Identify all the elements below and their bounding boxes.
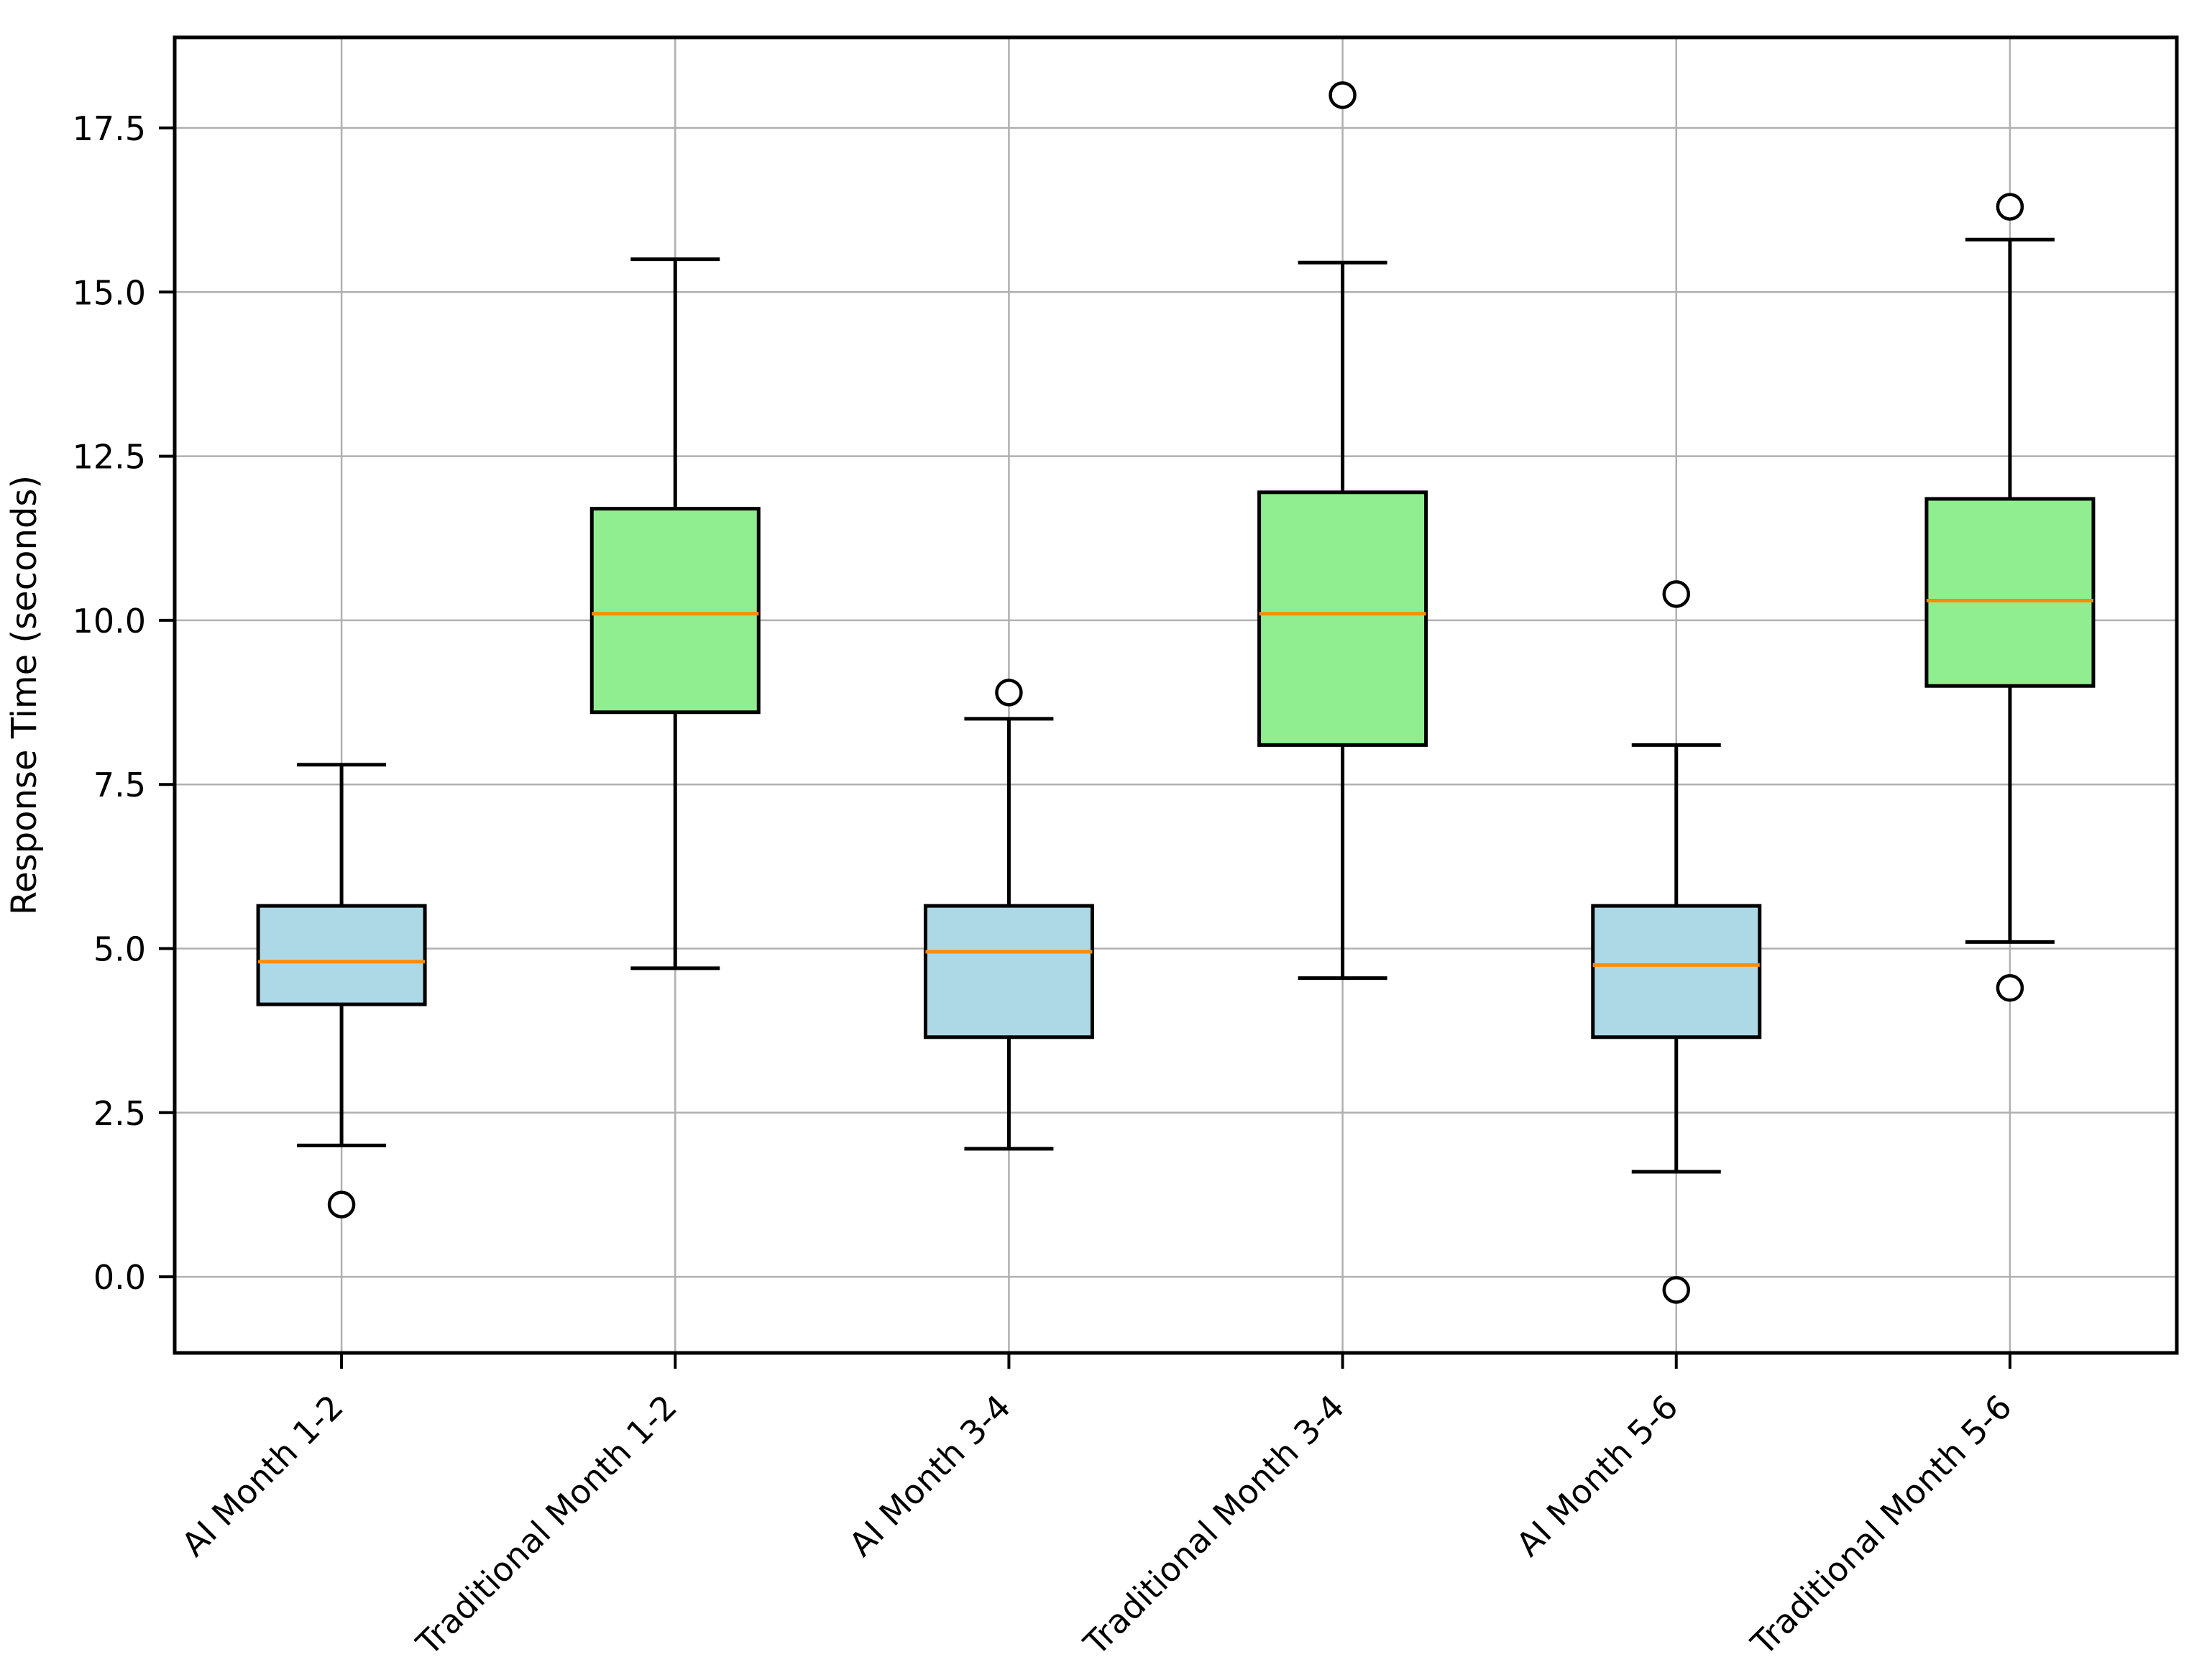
box-rect (1924, 497, 2096, 688)
x-tick-label: Traditional Month 5-6 (1743, 1387, 2019, 1663)
y-tick-label: 2.5 (93, 1094, 146, 1133)
box-rect (256, 904, 427, 1006)
box-rect (923, 904, 1094, 1039)
outlier-point (1662, 580, 1690, 608)
y-tick-label: 15.0 (73, 273, 146, 312)
outlier-point (1996, 974, 2024, 1002)
x-tick-label: AI Month 5-6 (1509, 1387, 1686, 1564)
y-tick-label: 17.5 (73, 109, 146, 148)
y-tick-label: 7.5 (93, 766, 146, 804)
y-tick-label: 10.0 (73, 602, 146, 641)
y-tick-label: 5.0 (93, 929, 146, 968)
outlier-point (1662, 1276, 1690, 1304)
outlier-point (1329, 81, 1357, 109)
y-axis-label: Response Time (seconds) (4, 475, 45, 915)
ticks-layer: 0.0 2.5 5.0 7.5 10.0 12.5 15.0 17.5 AI Month 1-2… (73, 109, 2019, 1663)
y-tick-label: 0.0 (93, 1258, 146, 1297)
y-tick-label: 12.5 (73, 438, 146, 477)
box-rect (1257, 490, 1428, 747)
outlier-point (995, 679, 1023, 707)
x-tick-label: AI Month 3-4 (841, 1387, 1018, 1564)
box-rect (589, 507, 761, 715)
x-tick-label: Traditional Month 1-2 (408, 1387, 684, 1663)
box-rect (1591, 904, 1762, 1039)
x-tick-label: Traditional Month 3-4 (1075, 1387, 1352, 1663)
axes-frame-layer (173, 35, 2179, 1355)
plot-frame (173, 35, 2179, 1355)
outliers-layer (327, 81, 2024, 1304)
boxes-layer (256, 237, 2096, 1174)
outlier-point (327, 1190, 356, 1218)
gridlines-layer (175, 37, 2177, 1353)
outlier-point (1996, 193, 2024, 221)
x-tick-label: AI Month 1-2 (174, 1387, 351, 1564)
